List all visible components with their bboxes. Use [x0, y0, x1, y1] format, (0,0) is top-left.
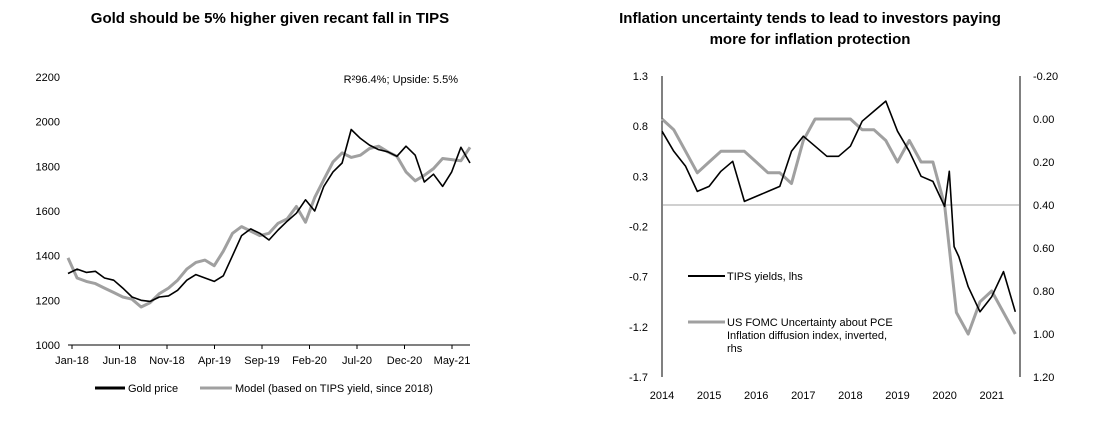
- x-tick-label: Feb-20: [292, 355, 327, 367]
- chart-annotation: R²96.4%; Upside: 5.5%: [344, 74, 459, 86]
- series-line-tips-yields: [661, 100, 1017, 313]
- x-tick-label: 2015: [697, 390, 721, 402]
- left-tick-label: -0.7: [629, 272, 648, 284]
- legend-label-model: Model (based on TIPS yield, since 2018): [235, 383, 433, 395]
- y-tick-label: 1400: [36, 251, 60, 263]
- y-tick-label: 1600: [36, 206, 60, 218]
- right-tick-label: 0.40: [1033, 200, 1054, 212]
- x-tick-label: 2016: [744, 390, 768, 402]
- chart-title-left: Gold should be 5% higher given recant fa…: [90, 10, 450, 27]
- x-tick-label: May-21: [434, 355, 471, 367]
- x-tick-label: Jul-20: [342, 355, 372, 367]
- y-tick-label: 1000: [36, 340, 60, 352]
- legend-label-gold-price: Gold price: [128, 383, 178, 395]
- x-tick-label: Jun-18: [103, 355, 137, 367]
- left-tick-label: 1.3: [633, 71, 648, 83]
- x-tick-label: 2021: [979, 390, 1003, 402]
- gold-chart-svg: 1000 1200 1400 1600 1800 2000 2200 Jan-18 Jun-18…: [36, 72, 472, 395]
- right-tick-label: -0.20: [1033, 71, 1058, 83]
- inflation-chart-svg: 1.3 0.8 0.3 -0.2 -0.7 -1.2 -1.7 -0.20 0.00 0.20 0.…: [629, 71, 1058, 402]
- left-tick-label: 0.3: [633, 171, 648, 183]
- x-tick-label: Dec-20: [387, 355, 422, 367]
- x-tick-label: 2017: [791, 390, 815, 402]
- legend-label-tips: TIPS yields, lhs: [727, 271, 803, 283]
- y-tick-label: 1800: [36, 161, 60, 173]
- series-line-gold-price: [67, 128, 471, 303]
- y-tick-label: 2000: [36, 117, 60, 129]
- y-tick-label: 2200: [36, 72, 60, 84]
- x-tick-label: 2014: [650, 390, 674, 402]
- right-tick-label: 0.60: [1033, 243, 1054, 255]
- right-tick-label: 0.00: [1033, 114, 1054, 126]
- gold-chart-panel: Gold should be 5% higher given recant fa…: [0, 0, 540, 427]
- right-tick-label: 0.80: [1033, 286, 1054, 298]
- left-tick-label: -1.2: [629, 322, 648, 334]
- inflation-chart-panel: Inflation uncertainty tends to lead to i…: [560, 0, 1103, 427]
- legend-label-fomc: US FOMC Uncertainty about PCE Inflation d…: [727, 317, 893, 355]
- x-tick-label: 2018: [838, 390, 862, 402]
- right-tick-label: 0.20: [1033, 157, 1054, 169]
- y-tick-label: 1200: [36, 295, 60, 307]
- right-tick-label: 1.20: [1033, 372, 1054, 384]
- chart-title-right: Inflation uncertainty tends to lead to i…: [619, 10, 1001, 48]
- left-tick-label: -0.2: [629, 222, 648, 234]
- right-tick-label: 1.00: [1033, 329, 1054, 341]
- x-tick-label: Jan-18: [55, 355, 89, 367]
- series-line-model: [66, 144, 472, 309]
- x-tick-label: 2020: [932, 390, 956, 402]
- left-tick-label: -1.7: [629, 372, 648, 384]
- x-tick-label: Sep-19: [244, 355, 279, 367]
- x-tick-label: 2019: [885, 390, 909, 402]
- left-tick-label: 0.8: [633, 121, 648, 133]
- series-line-fomc-uncertainty: [660, 117, 1017, 336]
- x-tick-label: Apr-19: [198, 355, 231, 367]
- x-tick-label: Nov-18: [149, 355, 184, 367]
